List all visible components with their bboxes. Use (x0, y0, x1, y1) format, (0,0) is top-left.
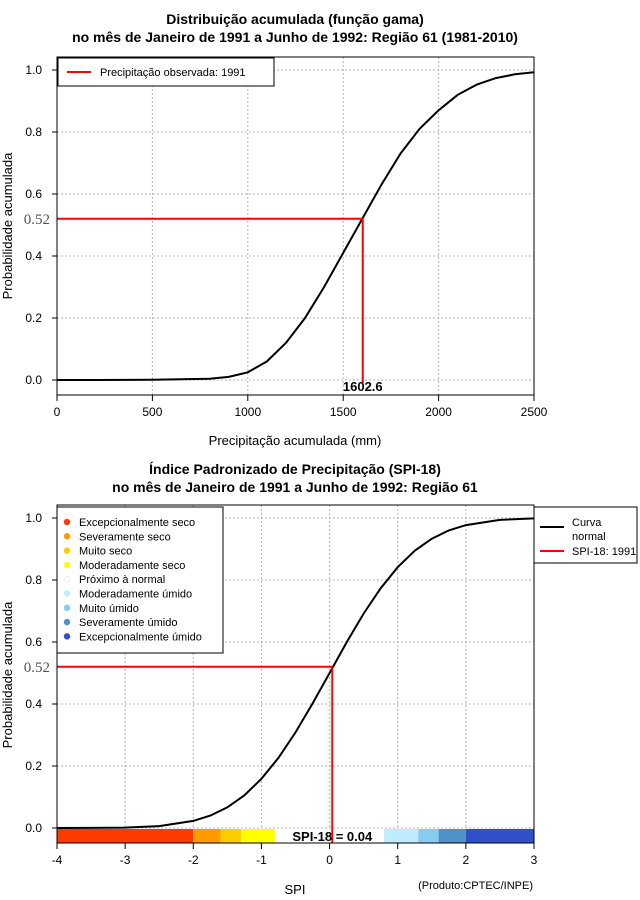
category-legend-label: Muito seco (79, 546, 132, 558)
chart2-legend-label-normal-2: normal (572, 531, 606, 543)
c2-color-bar-segment (220, 829, 241, 843)
chart2-credit: (Produto:CPTEC/INPE) (418, 880, 533, 892)
chart1-grid (56, 57, 535, 395)
c1-x-tick-label: 0 (54, 405, 61, 419)
c2-x-tick-label: -1 (256, 853, 267, 867)
chart1-series (57, 71, 535, 381)
c1-x-tick-label: 2500 (521, 405, 548, 419)
c1-y-tick-label: 1.0 (25, 63, 42, 77)
chart1-legend-label: Precipitação observada: 1991 (100, 67, 246, 79)
category-legend-marker (63, 590, 71, 597)
chart2-legend-label-normal-1: Curva (572, 517, 602, 529)
category-legend-marker (63, 533, 71, 540)
c1-x-tick-label: 1500 (330, 405, 357, 419)
category-legend-marker (63, 561, 71, 569)
chart1-plot-frame (56, 56, 535, 396)
category-legend-marker (63, 618, 71, 626)
c2-color-bar-segment (438, 829, 466, 843)
c2-x-tick-label: 0 (326, 853, 333, 867)
category-legend-marker (63, 633, 71, 640)
c2-y-tick-label: 0.6 (25, 635, 42, 649)
chart1-subtitle: no mês de Janeiro de 1991 a Junho de 199… (72, 29, 518, 45)
c2-x-tick-label: 1 (394, 853, 401, 867)
chart2-marker: 0.52 SPI-18 = 0.04 (24, 660, 373, 844)
c1-x-tick-label: 2000 (425, 405, 452, 419)
c2-color-bar-segment (193, 829, 221, 843)
category-legend-marker (63, 575, 71, 583)
category-legend-label: Severamente úmido (79, 617, 177, 629)
c2-x-tick-label: -3 (120, 853, 131, 867)
chart2-color-bar (57, 829, 534, 843)
chart1-marker: 0.52 1602.6 (24, 212, 383, 394)
c2-y-tick-label: 0.2 (25, 759, 42, 773)
c2-color-bar-segment (465, 829, 534, 843)
chart2-category-legend-box (56, 506, 224, 654)
chart1-y-axis-label: Probabilidade acumulada (0, 152, 15, 299)
category-legend-label: Moderadamente seco (79, 560, 185, 572)
category-legend-label: Excepcionalmente úmido (79, 631, 202, 643)
category-legend-label: Excepcionalmente seco (79, 517, 195, 529)
c1-x-tick-label: 500 (142, 405, 162, 419)
chart2-y-axis: 0.0 0.2 0.4 0.6 0.8 1.0 (25, 511, 57, 835)
chart1-y-axis: 0.0 0.2 0.4 0.6 0.8 1.0 (25, 63, 57, 387)
chart1-title: Distribuição acumulada (função gama) (166, 11, 424, 27)
c1-series-line (57, 71, 535, 381)
chart2-x-axis: -4 -3 -2 -1 0 1 2 3 (52, 843, 538, 867)
chart1-legend: Precipitação observada: 1991 (57, 57, 275, 87)
c2-x-tick-label: 2 (463, 853, 470, 867)
c2-marker-y-label: 0.52 (24, 660, 50, 676)
c2-y-tick-label: 0.4 (25, 697, 42, 711)
c2-spi-label: SPI-18 = 0.04 (292, 829, 373, 844)
c2-color-bar-segment (275, 829, 385, 843)
category-legend-label: Muito úmido (79, 603, 139, 615)
c1-y-tick-label: 0.4 (25, 249, 42, 263)
chart2-y-axis-label: Probabilidade acumulada (0, 601, 15, 748)
c2-color-bar-segment (418, 829, 439, 843)
c2-y-tick-label: 0.0 (25, 821, 42, 835)
chart2-legend-label-spi: SPI-18: 1991 (572, 546, 636, 558)
chart2-x-axis-label: SPI (285, 882, 306, 897)
chart2-category-legend: Excepcionalmente seco Severamente seco Mui… (56, 506, 224, 654)
c1-marker-y-label: 0.52 (24, 212, 50, 228)
c1-y-tick-label: 0.8 (25, 125, 42, 139)
c2-y-tick-label: 1.0 (25, 511, 42, 525)
c2-series-line (56, 517, 535, 829)
c1-y-tick-label: 0.0 (25, 373, 42, 387)
c2-color-bar-segment (240, 829, 276, 843)
c2-x-tick-label: 3 (531, 853, 538, 867)
chart2-title: Índice Padronizado de Precipitação (SPI-… (149, 461, 441, 477)
c1-y-tick-label: 0.6 (25, 187, 42, 201)
category-legend-label: Moderadamente úmido (79, 589, 192, 601)
category-legend-marker (63, 547, 71, 554)
c2-x-tick-label: -2 (188, 853, 199, 867)
category-legend-marker (63, 518, 71, 526)
chart2-subtitle: no mês de Janeiro de 1991 a Junho de 199… (112, 479, 478, 495)
chart2-legend: Curva normal SPI-18: 1991 (533, 506, 638, 564)
c1-y-tick-label: 0.2 (25, 311, 42, 325)
category-legend-label: Próximo à normal (79, 574, 165, 586)
chart1-x-axis: 0 500 1000 1500 2000 2500 (54, 395, 548, 419)
chart2-legend-box (533, 506, 638, 564)
category-legend-marker (63, 604, 71, 612)
chart1-x-axis-label: Precipitação acumulada (mm) (209, 433, 382, 448)
chart2-plot-frame (56, 504, 535, 844)
c2-color-bar-segment (57, 829, 194, 843)
c1-marker-x-label: 1602.6 (343, 379, 383, 394)
chart2-series (56, 517, 535, 829)
c2-color-bar-segment (384, 829, 419, 843)
c2-y-tick-label: 0.8 (25, 573, 42, 587)
c2-x-tick-label: -4 (52, 853, 63, 867)
category-legend-label: Severamente seco (79, 531, 171, 543)
chart-spi-18: Índice Padronizado de Precipitação (SPI-… (0, 461, 638, 897)
chart1-legend-box (57, 57, 275, 87)
c1-x-tick-label: 1000 (234, 405, 261, 419)
chart-gamma-distribution: Distribuição acumulada (função gama) no … (0, 11, 548, 448)
